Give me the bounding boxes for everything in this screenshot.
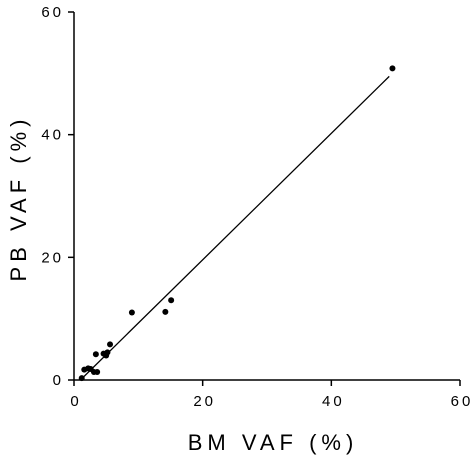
x-tick-label: 40 bbox=[322, 393, 345, 410]
data-point bbox=[78, 375, 85, 382]
data-point bbox=[168, 297, 175, 304]
y-tick-label: 60 bbox=[41, 4, 64, 21]
x-tick-label: 0 bbox=[70, 393, 81, 410]
x-axis-ticks: 0 20 40 60 bbox=[70, 380, 474, 410]
data-point bbox=[107, 341, 114, 348]
y-tick-label: 40 bbox=[41, 127, 64, 144]
y-tick-label: 20 bbox=[41, 249, 64, 266]
x-tick-label: 20 bbox=[193, 393, 216, 410]
data-point bbox=[92, 351, 99, 358]
axes: 0 20 40 60 0 20 40 60 bbox=[41, 4, 474, 410]
y-axis-title: PB VAF (%) bbox=[6, 115, 31, 282]
data-point bbox=[94, 369, 101, 376]
data-point bbox=[389, 65, 396, 72]
y-tick-label: 0 bbox=[53, 372, 64, 389]
x-axis-title: BM VAF (%) bbox=[188, 430, 359, 455]
data-point bbox=[128, 309, 135, 316]
x-tick-label: 60 bbox=[451, 393, 474, 410]
regression-line-group bbox=[79, 75, 390, 381]
data-point bbox=[162, 308, 169, 315]
data-points bbox=[78, 65, 396, 382]
data-point bbox=[104, 349, 111, 356]
regression-line bbox=[79, 75, 390, 381]
y-axis-ticks: 0 20 40 60 bbox=[41, 4, 74, 389]
